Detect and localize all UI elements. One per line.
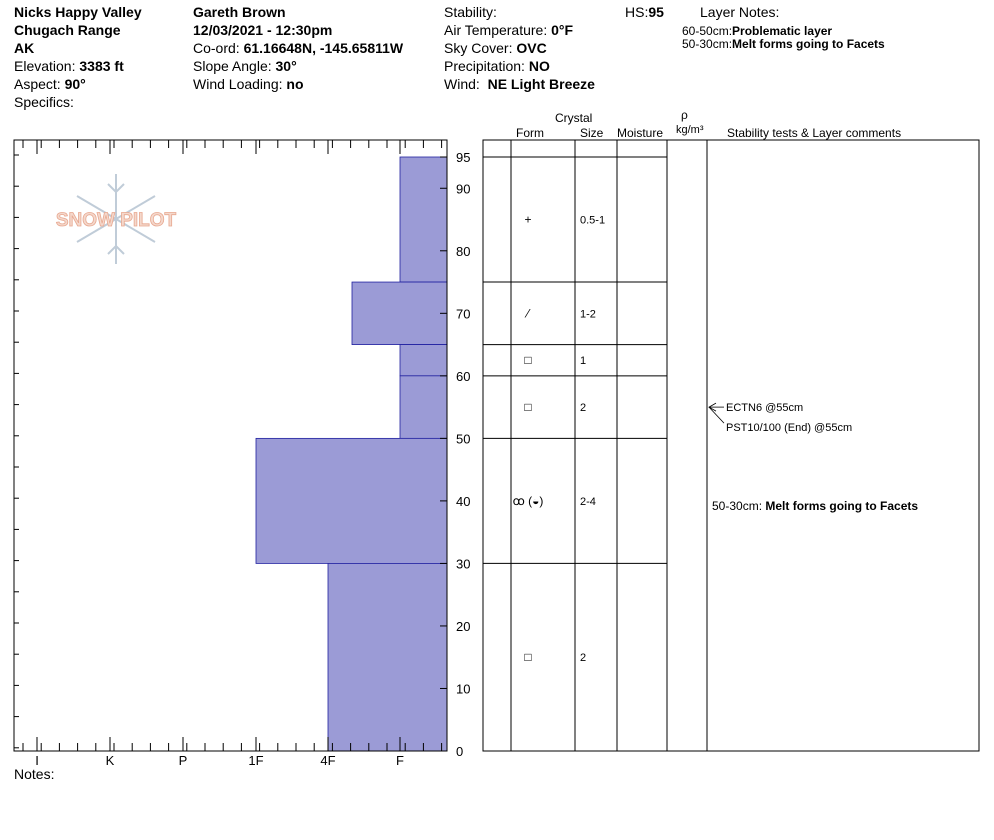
depth-tick-label: 30	[456, 556, 470, 571]
state-name: AK	[14, 40, 35, 56]
test-arrow-line	[708, 406, 725, 424]
crystal-form-symbol: ⁄	[524, 306, 531, 320]
hardness-tick-label: F	[396, 753, 404, 768]
density-symbol: ρ	[681, 108, 688, 122]
depth-tick-label: 0	[456, 744, 463, 759]
depth-tick-label: 70	[456, 306, 470, 321]
depth-tick-label: 90	[456, 181, 470, 196]
location-name: Nicks Happy Valley	[14, 4, 142, 20]
slope-angle: Slope Angle: 30°	[193, 58, 297, 74]
crystal-table-frame	[482, 139, 980, 752]
stability-label: Stability:	[444, 4, 497, 20]
depth-tick-label: 20	[456, 619, 470, 634]
elevation: Elevation: 3383 ft	[14, 58, 124, 74]
hardness-layer-bar	[399, 375, 448, 439]
crystal-size-label: 2	[580, 402, 586, 414]
layer-comment: 50-30cm: Melt forms going to Facets	[712, 499, 918, 513]
crystal-size-label: 0.5-1	[580, 215, 605, 227]
snowpilot-logo-text: SNOW PILOT	[56, 210, 177, 231]
hardness-layer-bar	[255, 437, 448, 564]
stability-test-label: ECTN6 @55cm	[726, 402, 803, 414]
test-arrow-head-icon	[708, 402, 717, 412]
depth-tick-label: 40	[456, 494, 470, 509]
precipitation: Precipitation: NO	[444, 58, 550, 74]
crystal-header: Crystal	[555, 111, 593, 125]
wind: Wind: NE Light Breeze	[444, 76, 595, 92]
size-header: Size	[580, 126, 604, 140]
hardness-tick-label: I	[35, 753, 39, 768]
hardness-tick-label: 1F	[248, 753, 263, 768]
observer-name: Gareth Brown	[193, 4, 286, 20]
stability-test-label: PST10/100 (End) @55cm	[726, 422, 852, 434]
wind-loading: Wind Loading: no	[193, 76, 304, 92]
crystal-form-symbol: □	[524, 400, 531, 414]
observation-datetime: 12/03/2021 - 12:30pm	[193, 22, 333, 38]
hardness-plot-frame	[13, 139, 448, 752]
hardness-layer-bar	[351, 281, 448, 345]
specifics-label: Specifics:	[14, 94, 74, 110]
depth-tick-label: 50	[456, 431, 470, 446]
crystal-form-symbol: ꝏ (◒)	[513, 494, 544, 508]
hardness-tick-label: K	[106, 753, 115, 768]
sky-cover: Sky Cover: OVC	[444, 40, 547, 56]
crystal-size-label: 1-2	[580, 308, 596, 320]
hardness-tick-label: P	[179, 753, 188, 768]
depth-tick-label: 80	[456, 244, 470, 259]
crystal-form-symbol: □	[524, 650, 531, 664]
hardness-layer-bar	[327, 563, 448, 752]
layer-note: 60-50cm:Problematic layer	[682, 24, 833, 38]
depth-tick-label: 60	[456, 369, 470, 384]
crystal-size-label: 2	[580, 652, 586, 664]
range-name: Chugach Range	[14, 22, 121, 38]
crystal-size-label: 2-4	[580, 496, 596, 508]
moisture-header: Moisture	[617, 126, 664, 140]
depth-tick-label: 95	[456, 150, 470, 165]
air-temperature: Air Temperature: 0°F	[444, 22, 574, 38]
depth-tick-label: 10	[456, 681, 470, 696]
layer-note: 50-30cm:Melt forms going to Facets	[682, 37, 885, 51]
snow-height: HS:95	[625, 4, 664, 20]
aspect: Aspect: 90°	[14, 76, 86, 92]
hardness-layer-bar	[399, 344, 448, 377]
crystal-form-symbol: +	[524, 213, 531, 227]
density-unit: kg/m³	[676, 124, 704, 136]
crystal-form-symbol: □	[524, 353, 531, 367]
hardness-tick-label: 4F	[320, 753, 335, 768]
hardness-layer-bar	[399, 156, 448, 283]
layer-notes-label: Layer Notes:	[700, 4, 780, 20]
snowflake-logo-icon	[76, 174, 156, 264]
notes-label: Notes:	[14, 766, 55, 782]
comments-header: Stability tests & Layer comments	[727, 126, 902, 140]
form-header: Form	[516, 126, 544, 140]
coordinates: Co-ord: 61.16648N, -145.65811W	[193, 40, 404, 56]
crystal-size-label: 1	[580, 355, 586, 367]
